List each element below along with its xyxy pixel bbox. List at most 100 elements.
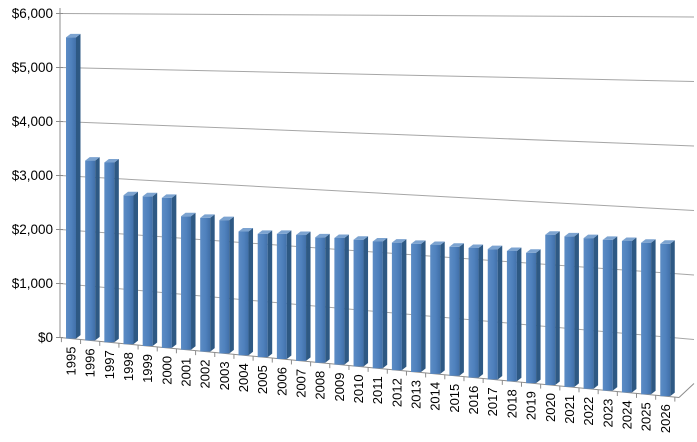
x-tick-label-2000: 2000	[159, 356, 174, 385]
bar-2016	[468, 244, 484, 378]
bar-side-face-2012	[401, 239, 407, 371]
bar-front-face-2023	[602, 239, 613, 391]
bar-top-face-2019	[526, 249, 541, 253]
bar-front-face-2005	[257, 233, 268, 358]
bar-2008	[315, 233, 330, 363]
bar-top-face-2001	[181, 212, 196, 217]
bar-1997	[104, 158, 119, 343]
bar-front-face-1997	[104, 162, 115, 343]
bar-2024	[621, 237, 637, 393]
bar-front-face-2003	[219, 220, 230, 354]
bar-side-face-2011	[382, 237, 388, 369]
bar-front-face-2009	[334, 237, 345, 365]
x-tick-label-2005: 2005	[255, 365, 270, 394]
bar-side-face-2025	[651, 239, 656, 395]
bar-top-face-2018	[506, 247, 522, 251]
bar-top-face-2014	[430, 241, 445, 246]
bar-side-face-2007	[306, 231, 311, 361]
bar-top-face-2025	[641, 239, 656, 243]
bar-front-face-2012	[391, 242, 402, 371]
bar-front-face-2006	[276, 233, 287, 360]
x-tick-label-1996: 1996	[83, 348, 98, 377]
x-tick-label-2014: 2014	[428, 382, 443, 411]
bar-2018	[506, 247, 522, 382]
bar-front-face-2021	[564, 236, 575, 387]
bar-2023	[602, 236, 618, 391]
x-tick-label-2009: 2009	[332, 373, 347, 402]
y-tick-label-4000: $4,000	[12, 114, 53, 129]
bar-front-face-2018	[506, 250, 517, 382]
bar-top-face-2023	[602, 236, 618, 240]
x-tick-label-2001: 2001	[179, 358, 194, 387]
bar-side-face-2013	[421, 240, 426, 373]
bar-side-face-2010	[363, 236, 369, 367]
x-tick-label-2018: 2018	[504, 389, 519, 418]
bar-side-face-2004	[248, 228, 254, 356]
bar-front-face-2024	[621, 240, 632, 393]
gridline-5000	[59, 67, 695, 82]
bar-side-face-2023	[612, 236, 618, 391]
bar-top-face-1998	[123, 191, 139, 196]
gridline-4000	[59, 121, 695, 147]
bar-top-face-1995	[66, 33, 81, 38]
x-tick-label-2011: 2011	[370, 376, 385, 404]
bar-front-face-2016	[468, 247, 479, 378]
bar-2012	[391, 239, 407, 371]
bar-top-face-2011	[372, 237, 388, 242]
bar-top-face-2015	[449, 243, 464, 247]
bar-top-face-2016	[468, 244, 484, 248]
x-tick-label-2019: 2019	[524, 391, 539, 420]
y-tick-label-2000: $2,000	[12, 222, 53, 237]
bar-front-face-2022	[583, 238, 594, 389]
gridline-3000	[59, 175, 695, 211]
bar-side-face-2014	[440, 241, 445, 374]
x-tick-label-2022: 2022	[581, 397, 596, 426]
bar-top-face-2000	[161, 194, 177, 198]
bar-2005	[257, 230, 273, 358]
gridline-6000	[59, 13, 695, 18]
bar-front-face-2015	[449, 246, 460, 376]
x-tick-label-2012: 2012	[389, 378, 404, 407]
bar-top-face-2013	[411, 240, 426, 244]
bar-side-face-2026	[670, 240, 675, 397]
bar-side-face-2005	[267, 230, 273, 358]
x-tick-label-1995: 1995	[64, 347, 79, 376]
bar-side-face-2002	[210, 214, 215, 352]
bar-top-face-1996	[85, 157, 100, 161]
x-tick-label-2023: 2023	[600, 399, 615, 428]
bar-front-face-1998	[123, 195, 134, 345]
bar-2022	[583, 234, 599, 389]
bar-2021	[564, 232, 579, 387]
bar-side-face-2017	[497, 245, 503, 380]
bar-front-face-2020	[545, 234, 556, 386]
bar-side-face-2003	[229, 216, 234, 354]
bar-side-face-1995	[76, 33, 81, 339]
x-tick-label-2006: 2006	[274, 367, 289, 396]
x-tick-label-2016: 2016	[466, 386, 481, 415]
x-tick-label-2003: 2003	[217, 361, 232, 390]
bar-front-face-1995	[66, 37, 76, 339]
bar-side-face-2024	[631, 237, 637, 393]
bar-top-face-2017	[487, 245, 503, 250]
x-tick-label-1998: 1998	[121, 352, 136, 381]
bar-front-face-2011	[372, 241, 383, 369]
bar-2000	[161, 194, 177, 348]
bar-top-face-2009	[334, 234, 349, 238]
bar-1995	[66, 33, 81, 339]
x-tick-label-1997: 1997	[102, 350, 117, 379]
bar-2013	[411, 240, 426, 373]
x-tick-label-2008: 2008	[313, 371, 328, 400]
bar-top-face-2002	[200, 214, 215, 218]
bar-side-face-1999	[152, 192, 158, 346]
bar-front-face-2025	[641, 242, 652, 395]
bar-front-face-2014	[430, 245, 441, 374]
bar-top-face-1997	[104, 158, 119, 163]
bar-2009	[334, 234, 349, 365]
bar-front-face-2013	[411, 243, 422, 373]
bar-top-face-2007	[296, 231, 311, 236]
bar-front-face-2000	[161, 197, 172, 348]
bar-side-face-2021	[574, 232, 579, 387]
bar-2015	[449, 243, 464, 376]
